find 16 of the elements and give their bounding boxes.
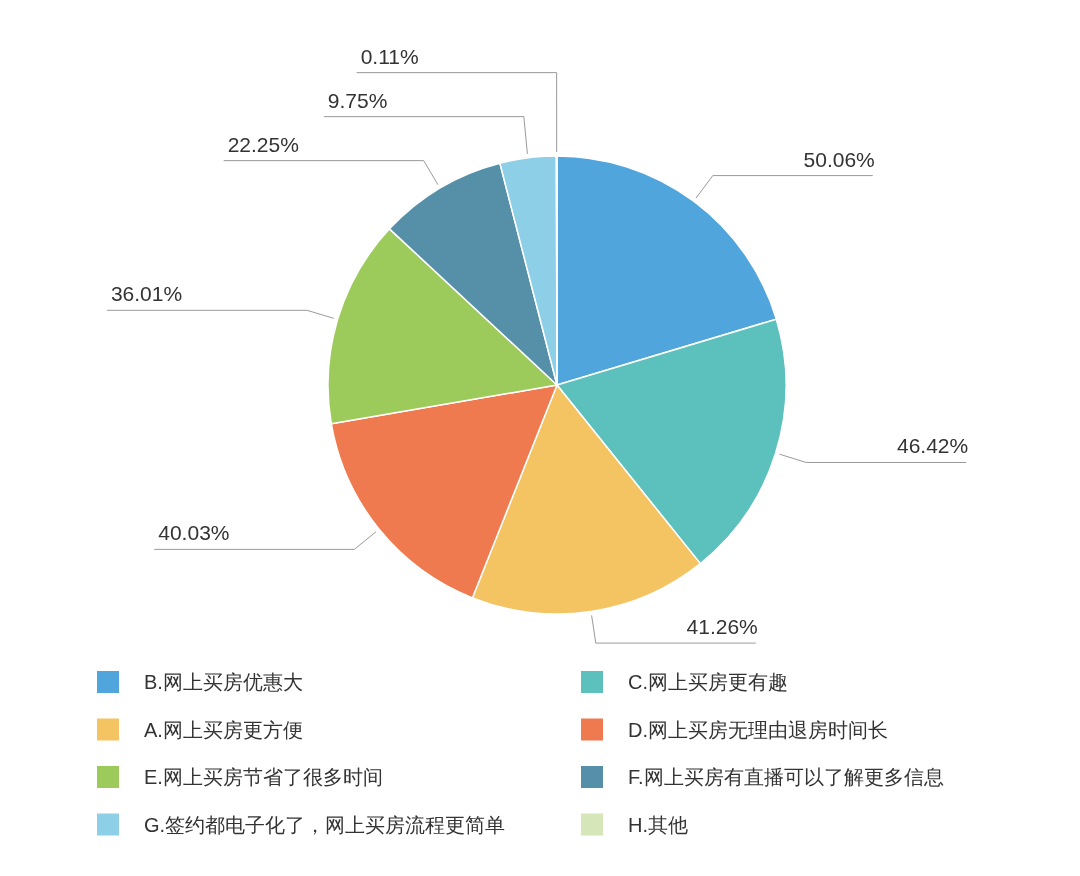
legend-label: B.网上买房优惠大 xyxy=(144,671,303,693)
data-label: 50.06% xyxy=(803,147,875,171)
data-label: 9.75% xyxy=(327,88,388,112)
legend-label: A.网上买房更方便 xyxy=(144,718,303,741)
legend-label: C.网上买房更有趣 xyxy=(628,671,788,693)
legend-label: H.其他 xyxy=(628,813,688,836)
legend-label: G.签约都电子化了，网上买房流程更简单 xyxy=(144,813,506,836)
data-label: 46.42% xyxy=(897,434,969,458)
legend-label: E.网上买房节省了很多时间 xyxy=(144,766,383,788)
legend-label: F.网上买房有直播可以了解更多信息 xyxy=(628,766,944,788)
data-label: 41.26% xyxy=(686,615,758,639)
data-label: 22.25% xyxy=(227,132,299,156)
data-label: 0.11% xyxy=(360,44,419,68)
data-label: 36.01% xyxy=(110,282,183,306)
legend-label: D.网上买房无理由退房时间长 xyxy=(628,718,888,741)
data-label: 40.03% xyxy=(158,521,230,545)
